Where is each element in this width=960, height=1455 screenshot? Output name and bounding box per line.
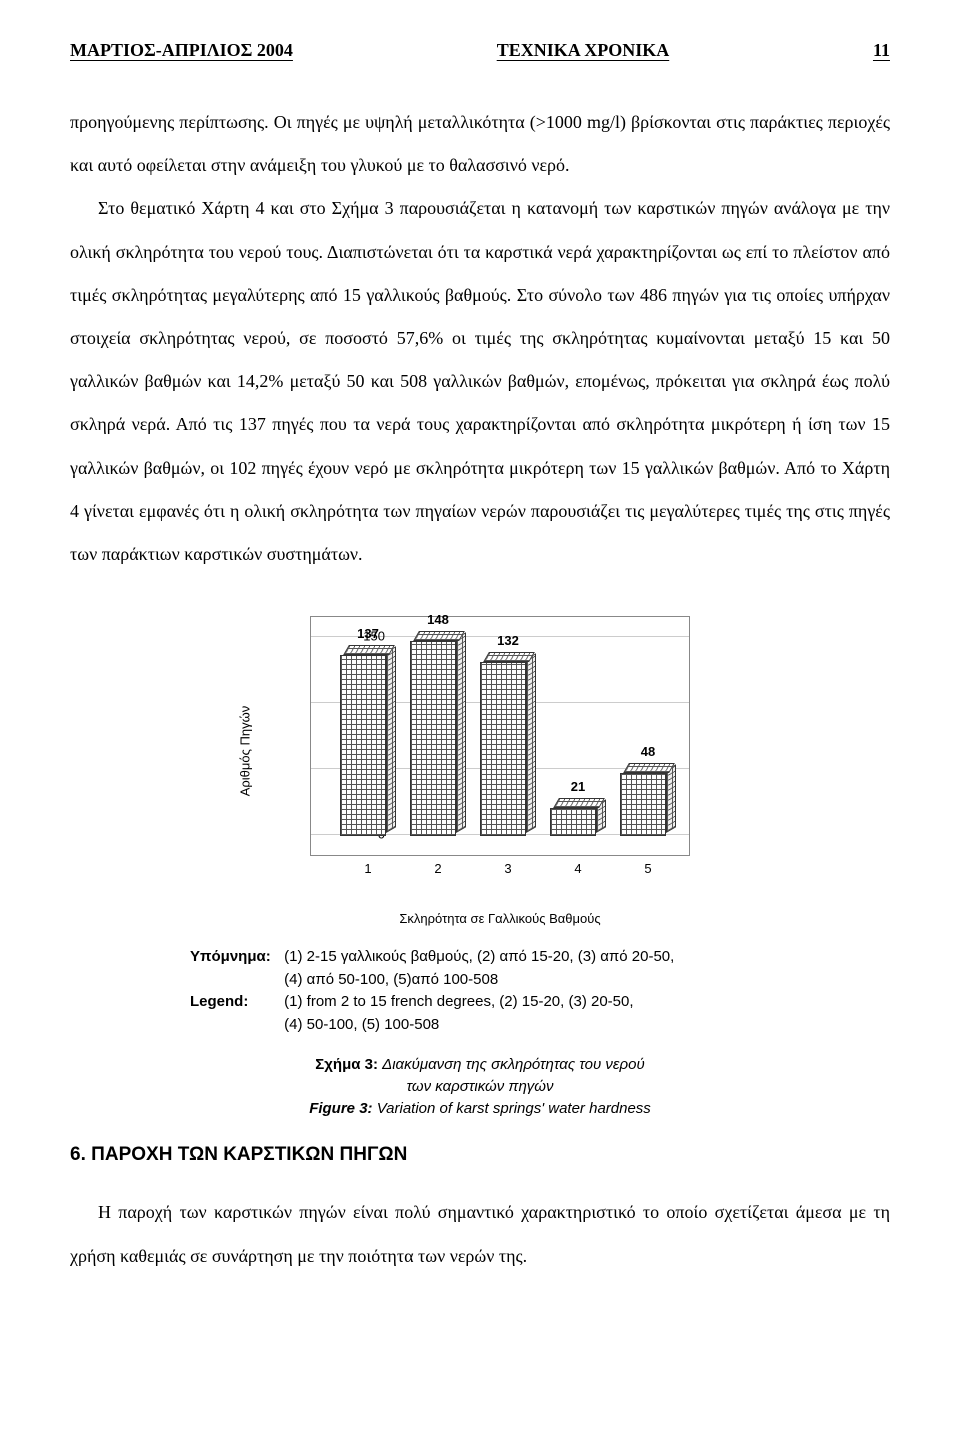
- paragraph-2: Στο θεματικό Χάρτη 4 και στο Σχήμα 3 παρ…: [70, 187, 890, 576]
- bar-top: [483, 652, 535, 662]
- y-axis-label: Αριθμός Πηγών: [238, 706, 253, 797]
- paragraph-3: Η παροχή των καρστικών πηγών είναι πολύ …: [70, 1191, 890, 1277]
- caption-en-label: Figure 3:: [309, 1100, 372, 1117]
- bar-front: [620, 773, 666, 836]
- x-tick-1: 1: [340, 861, 396, 876]
- bar-front: [410, 641, 456, 836]
- legend-en-2: (4) 50-100, (5) 100-508: [190, 1014, 890, 1037]
- legend-gr-2: (4) από 50-100, (5)από 100-508: [190, 969, 890, 992]
- section-heading: 6. ΠΑΡΟΧΗ ΤΩΝ ΚΑΡΣΤΙΚΩΝ ΠΗΓΩΝ: [70, 1144, 890, 1166]
- bar-top: [623, 763, 675, 773]
- caption-gr-label: Σχήμα 3:: [315, 1056, 378, 1073]
- hardness-bar-chart: 0 50 100 150 Αριθμός Πηγών 137 148: [250, 606, 710, 896]
- legend-en-1: Legend: (1) from 2 to 15 french degrees,…: [190, 991, 890, 1014]
- legend-gr-1: Υπόμνημα: (1) 2-15 γαλλικούς βαθμούς, (2…: [190, 946, 890, 969]
- bar-value-5: 48: [620, 744, 676, 759]
- legend-text-en-2: (4) 50-100, (5) 100-508: [284, 1016, 439, 1033]
- paragraph-1: προηγούμενης περίπτωσης. Οι πηγές με υψη…: [70, 101, 890, 187]
- bar-side: [456, 632, 466, 833]
- bar-value-2: 148: [410, 612, 466, 627]
- bar-top: [413, 631, 465, 641]
- header-center: ΤΕΧΝΙΚΑ ΧΡΟΝΙΚΑ: [497, 40, 670, 61]
- x-tick-2: 2: [410, 861, 466, 876]
- body-paragraphs: προηγούμενης περίπτωσης. Οι πηγές με υψη…: [70, 101, 890, 576]
- caption-gr-text2: των καρστικών πηγών: [407, 1078, 554, 1095]
- header-left: ΜΑΡΤΙΟΣ-ΑΠΡΙΛΙΟΣ 2004: [70, 40, 293, 61]
- bar-front: [480, 662, 526, 836]
- bar-side: [386, 646, 396, 833]
- caption-gr-line2: των καρστικών πηγών: [70, 1076, 890, 1098]
- caption-en-text: Variation of karst springs' water hardne…: [377, 1100, 651, 1117]
- bar-value-1: 137: [340, 626, 396, 641]
- bar-side: [526, 653, 536, 833]
- chart-legend: Υπόμνημα: (1) 2-15 γαλλικούς βαθμούς, (2…: [190, 946, 890, 1036]
- bar-value-4: 21: [550, 779, 606, 794]
- caption-en-line: Figure 3: Variation of karst springs' wa…: [70, 1098, 890, 1120]
- figure-caption: Σχήμα 3: Διακύμανση της σκληρότητας του …: [70, 1054, 890, 1119]
- chart-container: 0 50 100 150 Αριθμός Πηγών 137 148: [70, 606, 890, 896]
- header-right: 11: [873, 40, 890, 61]
- legend-text-gr-1: (1) 2-15 γαλλικούς βαθμούς, (2) από 15-2…: [284, 948, 674, 965]
- x-tick-4: 4: [550, 861, 606, 876]
- x-tick-5: 5: [620, 861, 676, 876]
- bars-group: 137 148 132 21: [310, 616, 690, 856]
- x-axis-ticks: 1 2 3 4 5: [310, 846, 690, 876]
- caption-gr-text1: Διακύμανση της σκληρότητας του νερού: [382, 1056, 645, 1073]
- legend-text-en-1: (1) from 2 to 15 french degrees, (2) 15-…: [284, 993, 633, 1010]
- bar-top: [553, 798, 605, 808]
- page-header: ΜΑΡΤΙΟΣ-ΑΠΡΙΛΙΟΣ 2004 ΤΕΧΝΙΚΑ ΧΡΟΝΙΚΑ 11: [70, 40, 890, 61]
- bar-front: [550, 808, 596, 836]
- bar-value-3: 132: [480, 633, 536, 648]
- bar-top: [343, 645, 395, 655]
- bar-front: [340, 655, 386, 836]
- bar-side: [666, 764, 676, 833]
- legend-label-gr: Υπόμνημα:: [190, 946, 280, 969]
- x-axis-label: Σκληρότητα σε Γαλλικούς Βαθμούς: [310, 911, 690, 926]
- legend-label-en: Legend:: [190, 991, 280, 1014]
- x-tick-3: 3: [480, 861, 536, 876]
- legend-text-gr-2: (4) από 50-100, (5)από 100-508: [284, 971, 498, 988]
- caption-gr-line1: Σχήμα 3: Διακύμανση της σκληρότητας του …: [70, 1054, 890, 1076]
